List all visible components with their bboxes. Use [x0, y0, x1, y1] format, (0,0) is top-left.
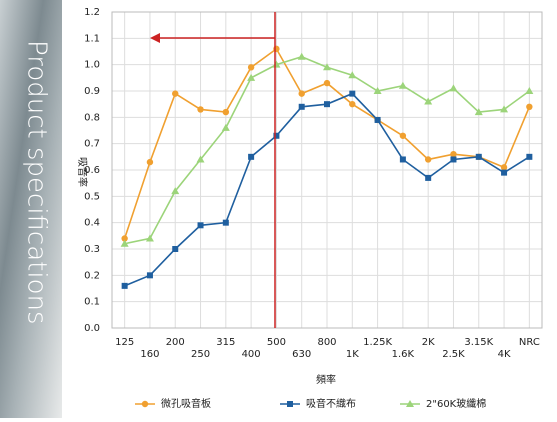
sidebar-image	[0, 0, 62, 418]
data-point	[221, 123, 230, 131]
data-point	[146, 272, 153, 279]
x-tick-label: 1.6K	[392, 349, 415, 360]
data-point	[324, 101, 330, 108]
y-axis-label: 吸音率	[76, 157, 89, 187]
x-tick-label: 1.25K	[363, 337, 392, 348]
y-tick-label: 0.0	[84, 323, 100, 334]
data-point	[247, 64, 255, 71]
legend-label: 吸音不織布	[306, 397, 356, 410]
x-tick-label: NRC	[519, 337, 540, 348]
y-tick-label: 0.6	[84, 165, 100, 176]
data-point	[121, 235, 128, 242]
x-tick-label: 4K	[498, 349, 511, 360]
data-point	[373, 87, 382, 94]
y-tick-label: 0.1	[84, 297, 100, 308]
x-tick-label: 2K	[422, 337, 435, 348]
data-point	[298, 103, 305, 110]
y-tick-label: 0.5	[84, 191, 100, 202]
x-tick-label: 315	[216, 337, 235, 348]
data-point	[171, 187, 180, 195]
data-point	[349, 90, 356, 97]
data-point	[323, 63, 331, 71]
data-point	[475, 153, 482, 160]
x-tick-label: 250	[191, 349, 210, 360]
data-point	[374, 116, 381, 123]
y-tick-label: 0.7	[84, 139, 100, 150]
data-point	[273, 45, 280, 53]
data-point	[197, 222, 204, 229]
data-point	[323, 79, 331, 87]
plot-border	[111, 11, 543, 329]
arrow-head	[150, 33, 160, 43]
data-point	[145, 234, 154, 242]
data-point	[399, 132, 407, 139]
data-point	[449, 84, 458, 92]
data-point	[298, 90, 305, 97]
y-tick-label: 1.0	[84, 60, 100, 71]
data-point	[196, 155, 205, 163]
plot: 0.0 0.1 0.2 0.3 0.4 0.5 0.6 0.7 0.8 0.9 1.0 1.1 1.2 1…	[84, 7, 543, 360]
data-point	[172, 90, 179, 97]
data-point	[425, 174, 432, 181]
x-tick-label: 1K	[346, 349, 359, 360]
data-point	[120, 239, 129, 247]
data-point	[248, 153, 255, 160]
data-point	[349, 100, 356, 108]
data-point	[450, 156, 457, 163]
legend: 微孔吸音板 吸音不織布 2"60K玻纖棉	[135, 397, 486, 410]
data-point	[146, 158, 154, 166]
data-point	[348, 71, 357, 79]
sidebar-text: Product specifications	[22, 40, 52, 325]
x-tick-label: 2.5K	[442, 349, 465, 360]
y-tick-label: 0.8	[84, 112, 100, 123]
data-point	[222, 108, 230, 116]
data-point	[222, 219, 229, 226]
legend-label: 微孔吸音板	[161, 397, 211, 410]
x-tick-label: 125	[115, 337, 134, 348]
data-point	[297, 52, 306, 60]
legend-marker	[287, 401, 293, 407]
y-tick-label: 1.1	[84, 33, 100, 44]
data-point	[474, 108, 483, 116]
data-point	[500, 105, 509, 113]
data-point	[121, 282, 128, 289]
data-point	[526, 153, 533, 160]
data-point	[247, 73, 256, 81]
data-point	[398, 81, 407, 89]
data-point	[197, 106, 204, 113]
legend-marker	[141, 400, 149, 408]
y-tick-label: 0.9	[84, 86, 100, 97]
x-tick-label: 500	[267, 337, 286, 348]
y-tick-label: 0.3	[84, 244, 100, 255]
x-tick-label: 400	[242, 349, 261, 360]
x-axis-label: 頻率	[316, 373, 336, 386]
data-point	[399, 156, 406, 163]
x-tick-label: 160	[140, 349, 159, 360]
x-tick-label: 630	[292, 349, 311, 360]
data-point	[424, 97, 433, 105]
legend-label: 2"60K玻纖棉	[426, 397, 486, 410]
data-point	[273, 132, 280, 139]
y-tick-label: 0.4	[84, 218, 100, 229]
x-tick-label: 800	[317, 337, 336, 348]
x-tick-label: 200	[166, 337, 185, 348]
data-point	[172, 246, 179, 252]
y-tick-label: 1.2	[84, 7, 100, 18]
data-point	[424, 156, 432, 163]
data-point	[526, 103, 533, 111]
data-point	[500, 164, 508, 171]
data-point	[501, 169, 508, 176]
data-point	[525, 87, 534, 94]
legend-marker	[406, 400, 414, 407]
y-tick-label: 0.2	[84, 270, 100, 281]
x-tick-label: 3.15K	[464, 337, 493, 348]
data-point	[450, 151, 457, 158]
